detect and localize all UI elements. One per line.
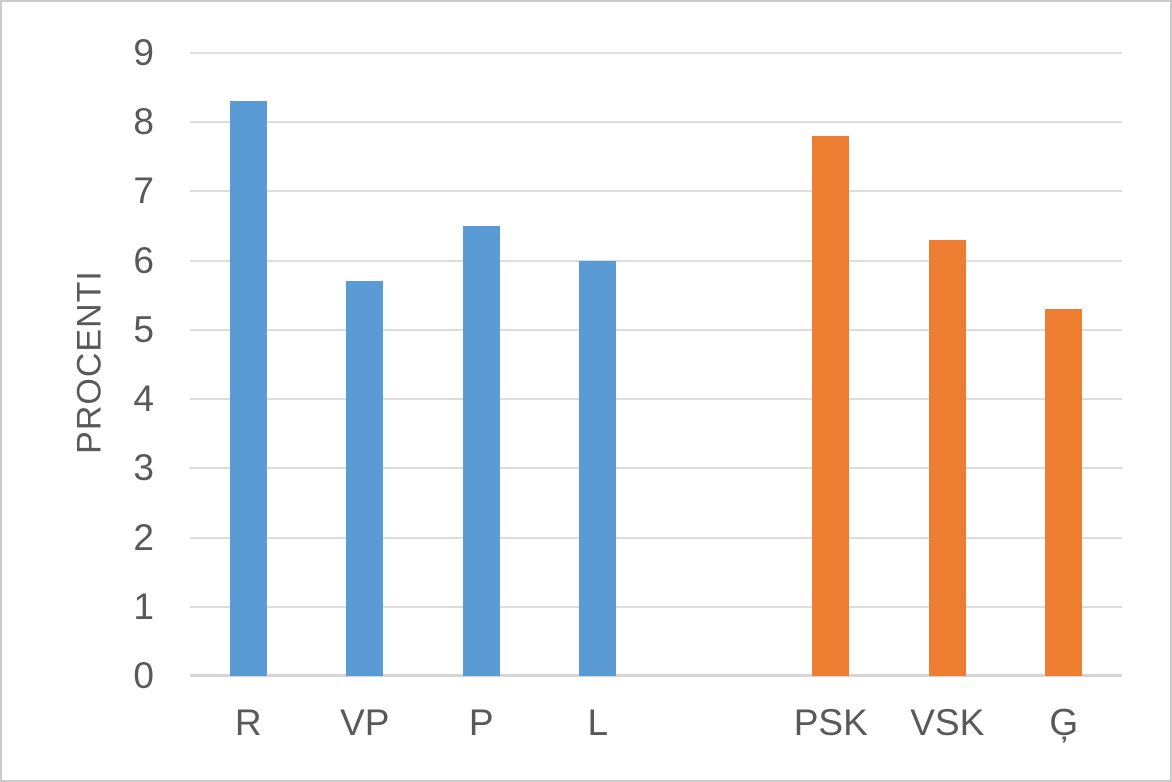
gridline-1 <box>190 605 1122 608</box>
y-tick-label-8: 8 <box>133 101 154 143</box>
gridline-9 <box>190 52 1122 54</box>
y-tick-label-5: 5 <box>133 308 154 350</box>
y-tick-label-4: 4 <box>133 378 154 420</box>
bar-P <box>462 226 500 676</box>
bar-L <box>579 260 617 676</box>
y-tick-label-7: 7 <box>133 170 154 212</box>
bar-R <box>229 101 267 676</box>
x-tick-label-PSK: PSK <box>793 702 868 743</box>
y-tick-label-3: 3 <box>133 447 154 489</box>
y-axis-title: PROCENTI <box>70 270 109 454</box>
gridline-2 <box>190 536 1122 539</box>
y-tick-label-0: 0 <box>133 655 154 696</box>
y-tick-label-9: 9 <box>133 32 154 73</box>
gridline-4 <box>190 398 1122 401</box>
x-tick-label-P: P <box>468 702 494 743</box>
gridline-8 <box>190 121 1122 124</box>
bar-PSK <box>812 136 850 676</box>
bar-VP <box>346 281 384 676</box>
x-tick-label-R: R <box>234 702 262 743</box>
x-tick-label-VSK: VSK <box>910 702 985 743</box>
bar-VSK <box>928 239 966 676</box>
x-tick-label-VP: VP <box>340 702 390 743</box>
plot-area <box>190 52 1122 677</box>
x-axis-line <box>190 674 1122 677</box>
x-tick-label-L: L <box>587 702 609 743</box>
gridline-6 <box>190 259 1122 262</box>
y-tick-label-6: 6 <box>133 239 154 281</box>
gridline-5 <box>190 328 1122 331</box>
x-tick-label-Ģ: Ģ <box>1049 702 1079 743</box>
y-tick-label-1: 1 <box>133 585 154 627</box>
gridline-7 <box>190 190 1122 193</box>
y-tick-label-2: 2 <box>133 516 154 558</box>
gridline-3 <box>190 467 1122 470</box>
bar-Ģ <box>1045 309 1083 676</box>
